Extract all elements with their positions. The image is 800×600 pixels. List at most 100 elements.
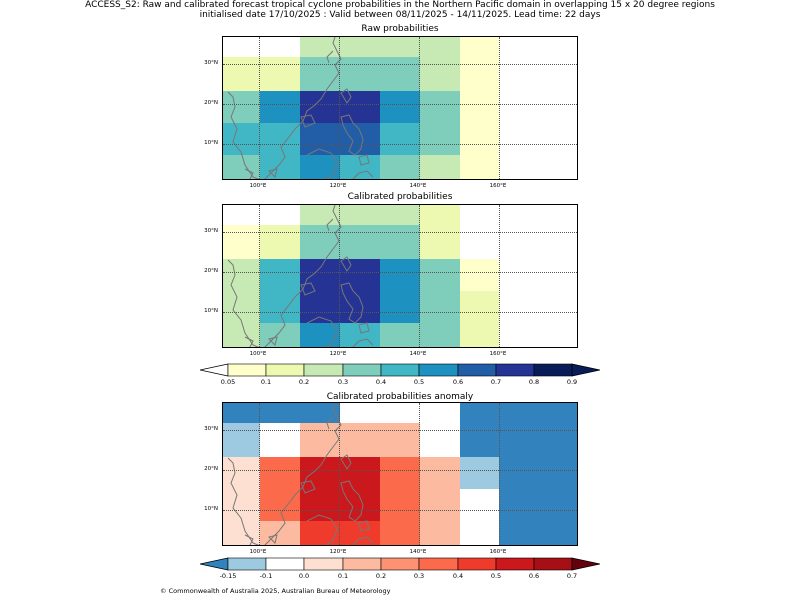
coastline: [358, 154, 370, 166]
colorbar-segment: [227, 363, 267, 377]
grid-cell: [539, 155, 577, 179]
coastline: [244, 336, 254, 347]
anom-lat-label-10n: 10°N: [204, 506, 218, 512]
colorbar-tick-label: 0.9: [566, 378, 578, 386]
grid-cell: [340, 57, 380, 91]
copyright-notice: © Commonwealth of Australia 2025, Austra…: [160, 587, 391, 595]
coastline: [326, 50, 334, 64]
raw-lat-label-30n: 30°N: [204, 60, 218, 66]
grid-cell: [260, 91, 300, 123]
colorbar-tick-label: 0.5: [413, 378, 425, 386]
latitude-gridline: [223, 470, 577, 471]
colorbar-over-arrow: [571, 363, 600, 377]
grid-cell: [460, 91, 499, 123]
colorbar-segment: [265, 557, 305, 571]
longitude-gridline: [339, 403, 340, 545]
grid-cell: [380, 205, 420, 225]
grid-cell: [380, 521, 420, 545]
grid-cell: [420, 403, 460, 423]
coastline: [340, 114, 364, 156]
grid-cell: [260, 57, 300, 91]
colorbar-segment: [342, 363, 382, 377]
grid-cell: [539, 403, 577, 423]
grid-cell: [499, 37, 539, 57]
grid-cell: [300, 259, 340, 291]
grid-cell: [539, 225, 577, 259]
grid-cell: [420, 123, 460, 155]
grid-cell: [300, 225, 340, 259]
coastline: [326, 218, 334, 232]
raw-lon-label-100e: 100°E: [249, 183, 267, 189]
colorbar-tick-label: 0.7: [490, 378, 502, 386]
grid-cell: [420, 259, 460, 291]
cal-lat-label-10n: 10°N: [204, 308, 218, 314]
grid-cell: [420, 225, 460, 259]
colorbar-tick-label: 0.1: [260, 378, 272, 386]
colorbar-segment: [380, 557, 420, 571]
latitude-gridline: [223, 144, 577, 145]
coastline: [306, 316, 338, 347]
colorbar-tick-label: 0.05: [220, 378, 236, 386]
calibrated-probability-map: [222, 204, 578, 348]
coastline: [358, 322, 370, 334]
colorbar-segment: [457, 363, 497, 377]
grid-cell: [340, 259, 380, 291]
grid-cell: [499, 521, 539, 545]
grid-cell: [300, 423, 340, 457]
grid-cell: [460, 155, 499, 179]
colorbar-tick-label: 0.3: [337, 378, 349, 386]
grid-cell: [420, 155, 460, 179]
grid-cell: [260, 37, 300, 57]
anom-lon-label-100e: 100°E: [249, 549, 267, 555]
grid-cell: [223, 323, 260, 347]
longitude-gridline: [339, 37, 340, 179]
coastline: [326, 416, 334, 430]
longitude-gridline: [259, 37, 260, 179]
grid-cell: [223, 37, 260, 57]
coastline: [340, 282, 364, 324]
grid-cell: [300, 57, 340, 91]
colorbar-segment: [303, 363, 344, 377]
grid-cell: [260, 205, 300, 225]
grid-cell: [340, 423, 380, 457]
grid-cell: [539, 91, 577, 123]
grid-cell: [260, 225, 300, 259]
grid-cell: [499, 91, 539, 123]
grid-cell: [499, 291, 539, 323]
grid-cell: [460, 457, 499, 489]
colorbar-tick-label: 0.2: [375, 572, 387, 580]
grid-cell: [539, 37, 577, 57]
grid-cell: [223, 123, 260, 155]
grid-cell: [539, 323, 577, 347]
coastline: [340, 88, 352, 104]
coastline: [358, 520, 370, 532]
grid-cell: [260, 123, 300, 155]
colorbar-over-arrow: [571, 557, 600, 571]
anom-lon-label-120e: 120°E: [329, 549, 347, 555]
coastline: [227, 259, 260, 347]
coastline: [227, 91, 260, 179]
grid-cell: [260, 323, 300, 347]
colorbar-segment: [495, 557, 535, 571]
colorbar-tick-label: -0.15: [219, 572, 237, 580]
grid-cell: [380, 489, 420, 521]
grid-cell: [420, 323, 460, 347]
anomaly-panel-title: Calibrated probabilities anomaly: [326, 392, 474, 402]
grid-cell: [380, 57, 420, 91]
colorbar-under-arrow: [200, 557, 229, 571]
grid-cell: [420, 423, 460, 457]
colorbar-segment: [495, 363, 535, 377]
grid-cell: [499, 155, 539, 179]
anomaly-colorbar: [200, 557, 600, 571]
colorbar-tick-label: 0.6: [528, 572, 540, 580]
grid-cell: [460, 291, 499, 323]
coastline-overlay: [227, 403, 374, 545]
grid-cell: [499, 403, 539, 423]
cal-lon-label-100e: 100°E: [249, 351, 267, 357]
latitude-gridline: [223, 272, 577, 273]
longitude-gridline: [499, 403, 500, 545]
cal-lon-label-120e: 120°E: [329, 351, 347, 357]
grid-cell: [380, 291, 420, 323]
grid-cell: [499, 225, 539, 259]
colorbar-segment: [457, 557, 497, 571]
